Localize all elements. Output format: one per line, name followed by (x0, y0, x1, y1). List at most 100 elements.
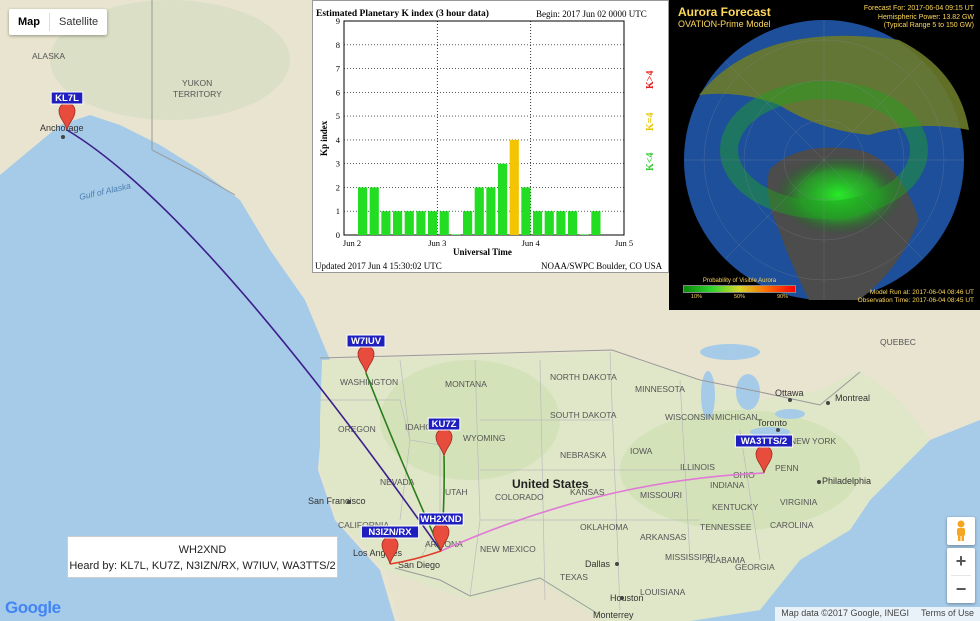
aurora-hemi-power: Hemispheric Power: 13.82 GW (877, 13, 974, 21)
label-virginia: VIRGINIA (780, 497, 818, 507)
kp-bar (521, 187, 531, 235)
kp-bar (486, 187, 496, 235)
station-marker-ku7z[interactable]: KU7Z (427, 417, 461, 457)
station-label-box (734, 434, 794, 448)
label-sd: San Diego (398, 560, 440, 570)
station-marker-wa3tts[interactable]: WA3TTS/2 (734, 434, 794, 474)
kp-bar (498, 163, 508, 235)
station-marker-kl7l[interactable]: KL7L (50, 91, 84, 131)
path-wh2xnd-w7iuv (365, 372, 442, 552)
station-label-box (418, 512, 464, 526)
station-infobox: WH2XND Heard by: KL7L, KU7Z, N3IZN/RX, W… (67, 536, 338, 578)
label-la: Los Angeles (353, 548, 403, 558)
kp-index-chart: Estimated Planetary K index (3 hour data… (315, 8, 663, 271)
label-texas: TEXAS (560, 572, 588, 582)
kp-ytick-label: 4 (336, 135, 341, 145)
station-label-box (50, 91, 84, 105)
lake-superior (700, 344, 760, 360)
aurora-observation: Observation Time: 2017-06-04 08:45 UT (857, 297, 974, 304)
aurora-model: OVATION-Prime Model (678, 19, 771, 29)
station-label-text: WH2XND (420, 514, 461, 525)
kp-xtick-label: Jun 3 (428, 238, 446, 248)
kp-bar (358, 187, 368, 235)
terms-of-use-link[interactable]: Terms of Use (920, 608, 974, 618)
aurora-legend-tick: 10% (691, 294, 703, 300)
label-tennessee: TENNESSEE (700, 522, 752, 532)
kp-level-label: K>4 (645, 71, 656, 89)
state-borders (320, 351, 761, 611)
station-marker-w7iuv[interactable]: W7IUV (346, 334, 386, 374)
lake-ontario (775, 409, 805, 419)
google-logo[interactable]: Google (5, 598, 61, 617)
kp-ytick-label: 2 (336, 182, 340, 192)
path-wh2xnd-wa3tts (440, 472, 765, 552)
aurora-globe (684, 20, 969, 300)
kp-ytick-label: 3 (336, 159, 340, 169)
kp-begin: Begin: 2017 Jun 02 0000 UTC (536, 9, 647, 19)
label-penn: PENN (775, 463, 799, 473)
station-label-text: WA3TTS/2 (741, 436, 787, 447)
kp-index-panel: Estimated Planetary K index (3 hour data… (312, 0, 669, 273)
label-quebec: QUEBEC (880, 337, 916, 347)
label-illinois: ILLINOIS (680, 462, 715, 472)
kp-title: Estimated Planetary K index (3 hour data… (316, 8, 489, 19)
zoom-out-button[interactable]: − (955, 579, 967, 599)
map-type-satellite-button[interactable]: Satellite (59, 16, 99, 28)
label-monterrey: Monterrey (593, 610, 634, 620)
kp-level-label: K<4 (645, 153, 656, 171)
border-us-canada (319, 349, 861, 406)
zoom-in-button[interactable]: + (955, 551, 967, 571)
label-houston: Houston (610, 593, 644, 603)
label-montana: MONTANA (445, 379, 487, 389)
label-oregon: OREGON (338, 424, 376, 434)
label-north-dakota: NORTH DAKOTA (550, 372, 617, 382)
kp-ytick-label: 0 (336, 230, 340, 240)
label-kansas: KANSAS (570, 487, 605, 497)
label-nebraska: NEBRASKA (560, 450, 607, 460)
map-attribution: Map data ©2017 Google, INEGI Terms of Us… (775, 607, 980, 621)
map-type-control: Map Satellite (9, 9, 108, 35)
label-michigan: MICHIGAN (715, 412, 758, 422)
station-label-text: KU7Z (432, 419, 457, 430)
kp-ytick-label: 5 (336, 111, 340, 121)
label-utah: UTAH (445, 487, 468, 497)
label-wyoming: WYOMING (463, 433, 506, 443)
kp-bar (509, 139, 519, 235)
station-marker-wh2xnd[interactable]: WH2XND (418, 512, 464, 552)
label-iowa: IOWA (630, 446, 653, 456)
aurora-title: Aurora Forecast (678, 5, 771, 19)
kp-bar (369, 187, 379, 235)
kp-ytick-label: 8 (336, 40, 340, 50)
label-ohio: OHIO (733, 470, 755, 480)
label-minnesota: MINNESOTA (635, 384, 685, 394)
propagation-paths (66, 129, 765, 565)
label-anchorage: Anchorage (40, 123, 84, 133)
aurora-forecast-info: Forecast For: 2017-06-04 09:15 UT Hemisp… (864, 5, 974, 31)
zoom-control: + − (947, 548, 975, 603)
lake-huron (736, 374, 760, 410)
infobox-title: WH2XND (178, 544, 227, 556)
label-arkansas: ARKANSAS (640, 532, 687, 542)
aurora-forecast-for: Forecast For: 2017-06-04 09:15 UT (863, 5, 974, 12)
map-type-separator (49, 13, 50, 31)
label-california: CALIFORNIA (338, 520, 389, 530)
station-label-box (346, 334, 386, 348)
infobox-heard-by: Heard by: KL7L, KU7Z, N3IZN/RX, W7IUV, W… (69, 560, 336, 572)
label-indiana: INDIANA (710, 480, 745, 490)
kp-plot-area (343, 20, 625, 236)
aurora-typical-range: (Typical Range 5 to 150 GW) (883, 22, 974, 29)
label-louisiana: LOUISIANA (640, 587, 686, 597)
station-marker-n3izn[interactable]: N3IZN/RX (360, 525, 420, 565)
label-wisconsin: WISCONSIN (665, 412, 714, 422)
land-mexico (385, 570, 600, 621)
label-usa: United States (512, 477, 589, 491)
station-label-text: W7IUV (351, 336, 382, 347)
lake-michigan (701, 371, 715, 419)
label-dallas: Dallas (585, 559, 611, 569)
street-view-pegman-button[interactable] (947, 517, 975, 545)
station-markers[interactable]: KL7L W7IUV KU7Z WH2XND N3IZN/RX WA3TTS/2 (50, 91, 794, 565)
kp-bar (416, 211, 426, 235)
aurora-model-run: Model Run at: 2017-06-04 08:46 UT (869, 289, 974, 296)
map-type-map-button[interactable]: Map (18, 16, 40, 28)
